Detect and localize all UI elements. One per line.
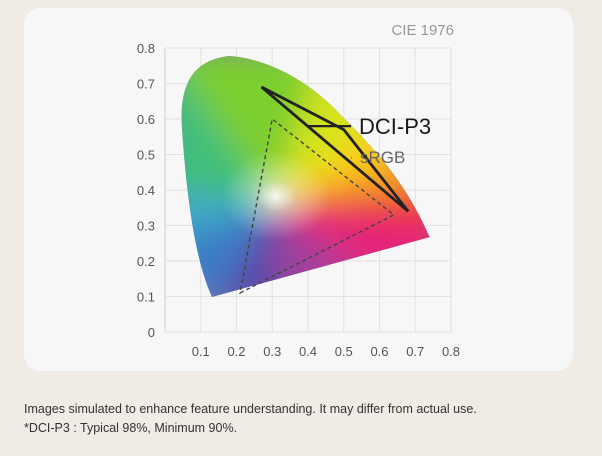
axis-ticks: 0.1 0.2 0.3 0.4 0.5 0.6 0.7 0.8 0 0.1 0.2 0.3 0.4 0.5… bbox=[137, 41, 460, 359]
cie-corner-label: CIE 1976 bbox=[391, 22, 454, 39]
y-tick-label: 0.5 bbox=[137, 148, 155, 163]
dci-p3-triangle bbox=[260, 85, 410, 213]
x-tick-label: 0.8 bbox=[442, 344, 460, 359]
x-tick-label: 0.2 bbox=[227, 344, 245, 359]
caption: Images simulated to enhance feature unde… bbox=[24, 400, 584, 438]
gamut-overlays: DCI-P3 sRGB bbox=[239, 85, 431, 295]
cie-chart: 0.1 0.2 0.3 0.4 0.5 0.6 0.7 0.8 0 0.1 0.2 0.3 0.4 0.5… bbox=[137, 22, 460, 359]
y-tick-label: 0.3 bbox=[137, 219, 155, 234]
x-tick-label: 0.7 bbox=[406, 344, 424, 359]
dci-p3-label: DCI-P3 bbox=[359, 114, 431, 139]
x-tick-label: 0.3 bbox=[263, 344, 281, 359]
y-tick-label: 0.4 bbox=[137, 183, 155, 198]
x-tick-label: 0.4 bbox=[299, 344, 317, 359]
x-tick-label: 0.1 bbox=[192, 344, 210, 359]
y-tick-label: 0 bbox=[148, 325, 155, 340]
y-tick-label: 0.2 bbox=[137, 254, 155, 269]
chromaticity-diagram bbox=[181, 56, 430, 297]
caption-dci-note: *DCI-P3 : Typical 98%, Minimum 90%. bbox=[24, 421, 238, 435]
caption-disclaimer: Images simulated to enhance feature unde… bbox=[24, 402, 477, 416]
srgb-triangle bbox=[239, 117, 396, 295]
chart-card: 0.1 0.2 0.3 0.4 0.5 0.6 0.7 0.8 0 0.1 0.2 0.3 0.4 0.5… bbox=[24, 8, 573, 371]
y-tick-label: 0.7 bbox=[137, 77, 155, 92]
x-tick-label: 0.5 bbox=[335, 344, 353, 359]
x-tick-label: 0.6 bbox=[370, 344, 388, 359]
y-tick-label: 0.6 bbox=[137, 112, 155, 127]
y-tick-label: 0.8 bbox=[137, 41, 155, 56]
srgb-label: sRGB bbox=[360, 148, 405, 167]
y-tick-label: 0.1 bbox=[137, 290, 155, 305]
